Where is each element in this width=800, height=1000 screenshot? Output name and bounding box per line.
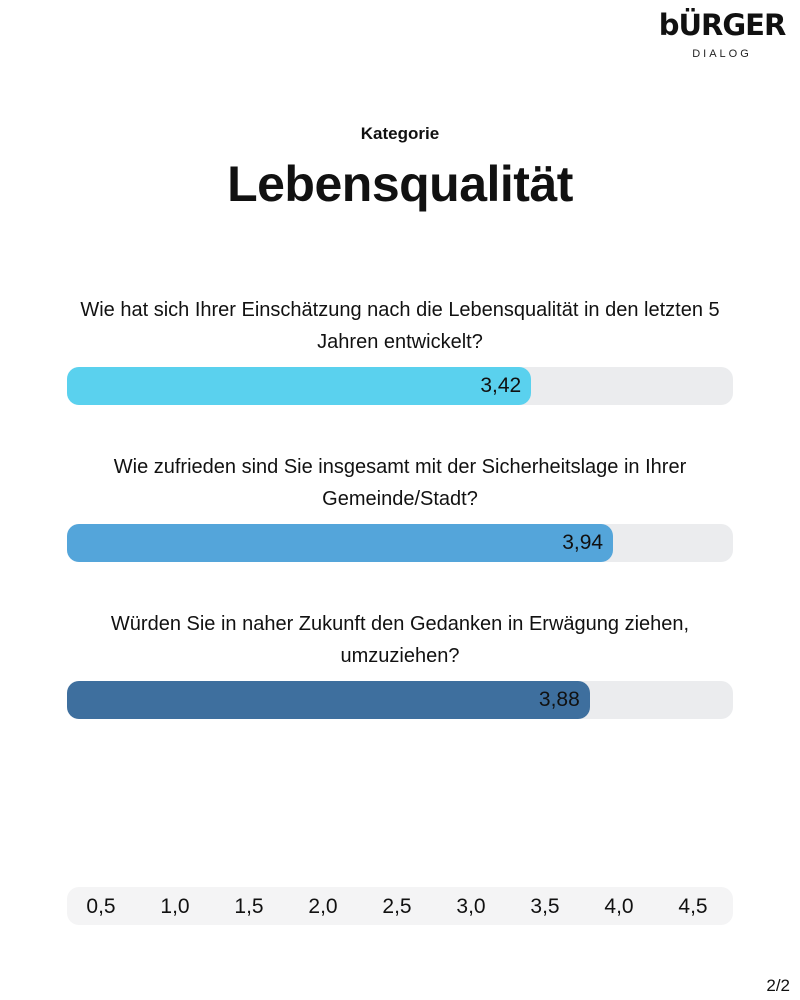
x-tick-label: 4,0 (604, 895, 634, 918)
logo-brand: bÜRGER (658, 8, 787, 42)
logo: bÜRGER DIALOG (652, 8, 792, 60)
x-tick-label: 3,5 (530, 895, 560, 918)
logo-sub: DIALOG (692, 48, 752, 60)
x-tick-label: 0,5 (86, 895, 116, 918)
question-text: Wie hat sich Ihrer Einschätzung nach die… (80, 299, 720, 353)
category-label: Kategorie (360, 124, 440, 143)
x-tick-label: 2,0 (308, 895, 338, 918)
x-axis: 0,5 1,0 1,5 2,0 2,5 3,0 3,5 4,0 4,5 (67, 887, 733, 925)
question-text: Würden Sie in naher Zukunft den Gedanken… (110, 613, 690, 667)
bar-track: 3,88 (67, 681, 733, 719)
x-tick-label: 3,0 (456, 895, 486, 918)
bar-value-label: 3,94 (562, 531, 604, 554)
x-tick-label: 4,5 (678, 895, 708, 918)
question-text: Wie zufrieden sind Sie insgesamt mit der… (113, 456, 687, 510)
bar-fill: 3,42 (67, 367, 532, 405)
x-tick-label: 2,5 (382, 895, 412, 918)
bar-fill: 3,88 (67, 681, 590, 719)
bar-track: 3,94 (67, 524, 733, 562)
bar-value-label: 3,42 (480, 374, 522, 397)
x-tick-label: 1,5 (234, 895, 264, 918)
x-tick-label: 1,0 (160, 895, 190, 918)
bar-value-label: 3,88 (538, 688, 580, 711)
page-title: Lebensqualität (227, 156, 573, 212)
bar-track: 3,42 (67, 367, 733, 405)
page-number: 2/2 (766, 976, 790, 995)
bar-fill: 3,94 (67, 524, 614, 562)
